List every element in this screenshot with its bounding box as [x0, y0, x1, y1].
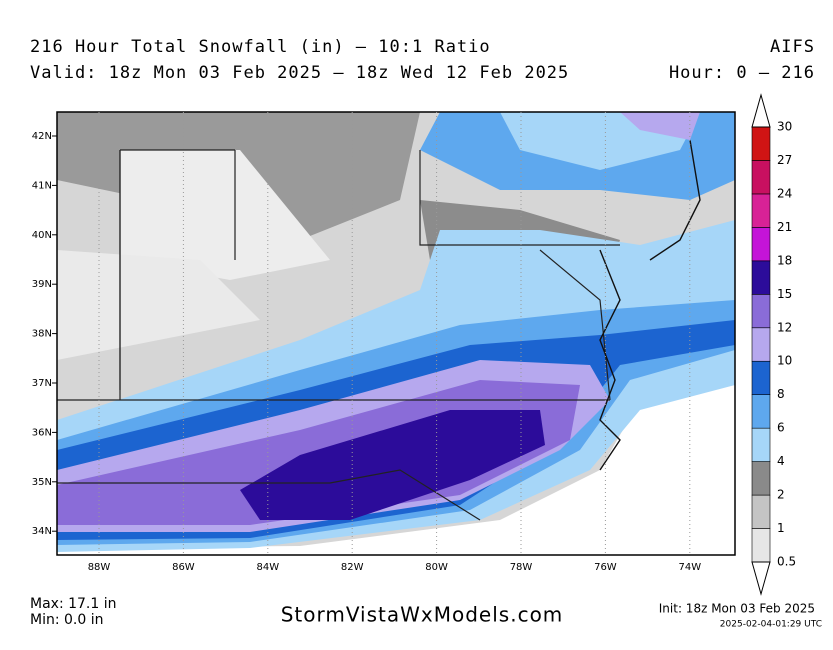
timestamp: 2025-02-04-01:29 UTC — [720, 620, 822, 630]
lat-label: 37N — [32, 378, 52, 389]
colorbar-cap — [751, 561, 771, 596]
colorbar-label: 6 — [777, 421, 785, 435]
colorbar-label: 8 — [777, 387, 785, 401]
colorbar-band — [751, 327, 771, 362]
model: AIFS — [770, 37, 815, 57]
lat-label: 41N — [32, 180, 52, 191]
lon-label: 88W — [88, 562, 111, 573]
title: 216 Hour Total Snowfall (in) – 10:1 Rati… — [30, 37, 491, 57]
lat-label: 36N — [32, 427, 52, 438]
colorbar-label: 27 — [777, 153, 792, 167]
lon-label: 78W — [510, 562, 533, 573]
colorbar-cap — [751, 93, 771, 128]
lon-label: 82W — [341, 562, 364, 573]
max: Max: 17.1 in — [30, 596, 117, 612]
colorbar-label: 30 — [777, 120, 792, 134]
lon-label: 84W — [256, 562, 279, 573]
colorbar-band — [751, 360, 771, 395]
lat-label: 34N — [32, 526, 52, 537]
colorbar-label: 10 — [777, 354, 792, 368]
site: StormVistaWxModels.com — [281, 603, 564, 627]
colorbar-label: 1 — [777, 521, 785, 535]
lat-label: 39N — [32, 279, 52, 290]
colorbar-label: 0.5 — [777, 555, 796, 569]
colorbar-band — [751, 427, 771, 462]
colorbar-label: 2 — [777, 488, 785, 502]
colorbar-band — [751, 126, 771, 161]
colorbar-label: 21 — [777, 220, 792, 234]
colorbar-label: 24 — [777, 186, 792, 200]
colorbar-band — [751, 227, 771, 262]
colorbar-label: 15 — [777, 287, 792, 301]
colorbar-band — [751, 461, 771, 496]
init: Init: 18z Mon 03 Feb 2025 — [659, 602, 815, 616]
colorbar-label: 4 — [777, 454, 785, 468]
lon-label: 80W — [425, 562, 448, 573]
colorbar-band — [751, 494, 771, 529]
lat-label: 35N — [32, 477, 52, 488]
min: Min: 0.0 in — [30, 612, 104, 628]
lat-label: 40N — [32, 230, 52, 241]
colorbar-band — [751, 260, 771, 295]
lat-label: 38N — [32, 329, 52, 340]
colorbar-band — [751, 294, 771, 329]
hour: Hour: 0 – 216 — [669, 63, 815, 83]
lat-label: 42N — [32, 131, 52, 142]
lon-label: 74W — [678, 562, 701, 573]
colorbar-band — [751, 394, 771, 429]
valid: Valid: 18z Mon 03 Feb 2025 – 18z Wed 12 … — [30, 63, 569, 83]
lon-label: 76W — [594, 562, 617, 573]
colorbar-band — [751, 160, 771, 195]
colorbar-label: 12 — [777, 320, 792, 334]
colorbar-band — [751, 193, 771, 228]
colorbar-band — [751, 528, 771, 563]
colorbar-label: 18 — [777, 253, 792, 267]
map: 42N 41N 40N 39N 38N 37N 36N 35N 34N 88W 86W 84W 82W 8… — [32, 111, 736, 573]
lon-label: 86W — [172, 562, 195, 573]
